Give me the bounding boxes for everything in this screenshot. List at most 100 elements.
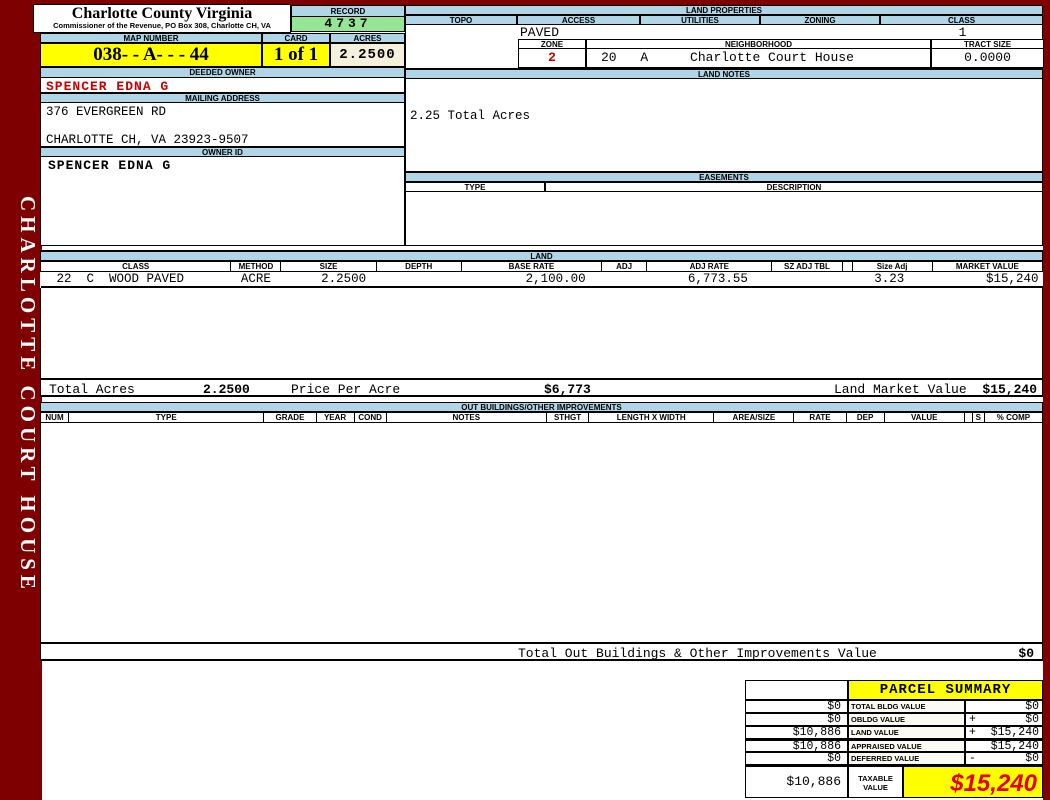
ob-hdr-blank — [963, 412, 973, 423]
mailing-address-label: MAILING ADDRESS — [40, 93, 405, 103]
ps-label-obldg: OBLDG VALUE — [848, 713, 965, 726]
out-buildings-total-row: Total Out Buildings & Other Improvements… — [40, 642, 1043, 661]
land-val-market-value: $15,240 — [932, 271, 1043, 288]
land-val-size: 2.2500 — [280, 271, 377, 288]
easements-title: EASEMENTS — [405, 172, 1043, 182]
land-val-size-adj: 3.23 — [852, 271, 933, 288]
ps-prior-taxable: $10,886 — [745, 765, 848, 798]
county-title: Charlotte County Virginia — [71, 5, 253, 22]
ps-value-land: + $15,240 — [965, 726, 1043, 739]
zone-neighborhood-table: ZONE NEIGHBORHOOD TRACT SIZE 2 20 A Char… — [518, 39, 1044, 68]
out-buildings-title: OUT BUILDINGS/OTHER IMPROVEMENTS — [40, 402, 1043, 412]
ob-hdr-year: YEAR — [315, 412, 355, 423]
land-properties-title: LAND PROPERTIES — [405, 5, 1043, 15]
county-header-box: Charlotte County Virginia Commissioner o… — [33, 4, 291, 33]
land-hdr-size: SIZE — [280, 261, 377, 272]
ps-row-taxable: $10,886 TAXABLE VALUE $15,240 — [745, 765, 1043, 798]
ps-row-obldg: $0 OBLDG VALUE + $0 — [745, 713, 1043, 726]
ps-value-obldg: + $0 — [965, 713, 1043, 726]
out-buildings-empty-area — [40, 423, 1043, 642]
map-number-label: MAP NUMBER — [40, 33, 262, 43]
land-notes-box: 2.25 Total Acres — [405, 79, 1043, 172]
ps-prior-land: $10,886 — [745, 726, 848, 739]
parcel-summary-header-row: PARCEL SUMMARY — [745, 680, 1043, 700]
ob-hdr-rate: RATE — [793, 412, 847, 423]
land-table-empty-area — [40, 288, 1043, 378]
ps-prior-total-bldg: $0 — [745, 700, 848, 713]
class-value: 1 — [958, 25, 967, 40]
ob-hdr-value: VALUE — [883, 412, 965, 423]
parcel-summary-title: PARCEL SUMMARY — [848, 680, 1043, 700]
map-number-value: 038- - A- - - 44 — [40, 43, 262, 67]
ps-header-empty-cell — [745, 680, 848, 700]
neighborhood-code: 20 — [601, 50, 617, 65]
acres-value: 2.2500 — [330, 43, 405, 67]
price-per-acre-label: Price Per Acre — [291, 382, 401, 397]
mailing-line1: 376 EVERGREEN RD — [46, 105, 167, 119]
land-hdr-size-adj: Size Adj — [851, 261, 933, 272]
acres-label: ACRES — [330, 33, 405, 43]
deeded-owner-label: DEEDED OWNER — [40, 67, 405, 78]
tract-size-label: TRACT SIZE — [931, 39, 1044, 49]
land-totals-row: Total Acres 2.2500 Price Per Acre $6,773… — [40, 378, 1043, 397]
ps-taxable-value: $15,240 — [903, 765, 1043, 798]
out-buildings-total-label: Total Out Buildings & Other Improvements… — [518, 646, 877, 661]
land-hdr-depth: DEPTH — [375, 261, 462, 272]
ob-hdr-area-size: AREA/SIZE — [713, 412, 795, 423]
ps-label-total-bldg: TOTAL BLDG VALUE — [848, 700, 965, 713]
ps-amount-obldg: $0 — [1025, 713, 1039, 726]
map-card-acres-values: 038- - A- - - 44 1 of 1 2.2500 — [40, 43, 405, 67]
land-table-title: LAND — [40, 250, 1043, 261]
card-label: CARD — [262, 33, 330, 43]
neighborhood-name: Charlotte Court House — [690, 50, 854, 65]
total-acres-label: Total Acres — [49, 382, 135, 397]
tract-size-value: 0.0000 — [931, 49, 1044, 68]
land-hdr-class: CLASS — [39, 261, 232, 272]
easements-headers: TYPE DESCRIPTION — [405, 182, 1043, 192]
neighborhood-sub: A — [640, 50, 649, 65]
land-properties-headers: TOPO ACCESS UTILITIES ZONING CLASS — [405, 15, 1043, 25]
map-card-acres-headers: MAP NUMBER CARD ACRES — [40, 33, 405, 43]
mailing-line2: CHARLOTTE CH, VA 23923-9507 — [46, 133, 249, 147]
zone-value: 2 — [518, 49, 586, 68]
land-val-adj — [601, 271, 647, 288]
top-maroon-strip — [0, 0, 1050, 5]
ps-value-deferred: - $0 — [965, 752, 1043, 765]
total-acres-value: 2.2500 — [203, 382, 250, 397]
ob-hdr-s: S — [971, 412, 985, 423]
ps-label-land: LAND VALUE — [848, 726, 965, 739]
ps-op-land: + — [969, 726, 976, 739]
land-hdr-base-rate: BASE RATE — [460, 261, 603, 272]
land-table-header-row: CLASS METHOD SIZE DEPTH BASE RATE ADJ AD… — [39, 261, 1044, 272]
deeded-owner-value: SPENCER EDNA G — [40, 78, 405, 94]
price-per-acre-value: $6,773 — [544, 382, 591, 397]
out-buildings-total-value: $0 — [1018, 646, 1034, 661]
record-value: 4737 — [291, 17, 405, 32]
ob-hdr-length-width: LENGTH X WIDTH — [588, 412, 715, 423]
ps-amount-land: $15,240 — [990, 726, 1039, 739]
ps-prior-appraised: $10,886 — [745, 739, 848, 752]
ps-amount-deferred: $0 — [1025, 752, 1039, 765]
land-table: CLASS METHOD SIZE DEPTH BASE RATE ADJ AD… — [39, 261, 1044, 288]
land-val-depth — [376, 271, 462, 288]
easement-type-header: TYPE — [405, 182, 545, 192]
right-maroon-strip — [1043, 0, 1050, 800]
ob-hdr-pct-comp: % COMP — [983, 412, 1044, 423]
land-market-value-label: Land Market Value — [834, 382, 967, 397]
ps-prior-deferred: $0 — [745, 752, 848, 765]
mailing-address-box: 376 EVERGREEN RD CHARLOTTE CH, VA 23923-… — [40, 103, 405, 147]
ps-row-total-bldg: $0 TOTAL BLDG VALUE $0 — [745, 700, 1043, 713]
ob-hdr-notes: NOTES — [385, 412, 547, 423]
ob-hdr-cond: COND — [353, 412, 387, 423]
land-properties-values-box: PAVED 1 ZONE NEIGHBORHOOD TRACT SIZE 2 2… — [405, 25, 1044, 69]
neighborhood-label: NEIGHBORHOOD — [586, 39, 931, 49]
zoning-header: ZONING — [760, 15, 880, 25]
ps-label-appraised: APPRAISED VALUE — [848, 739, 965, 752]
easement-description-header: DESCRIPTION — [545, 182, 1043, 192]
land-hdr-method: METHOD — [230, 261, 282, 272]
topo-header: TOPO — [405, 15, 517, 25]
ob-hdr-num: NUM — [39, 412, 70, 423]
land-notes-title: LAND NOTES — [405, 69, 1043, 79]
class-header: CLASS — [880, 15, 1043, 25]
